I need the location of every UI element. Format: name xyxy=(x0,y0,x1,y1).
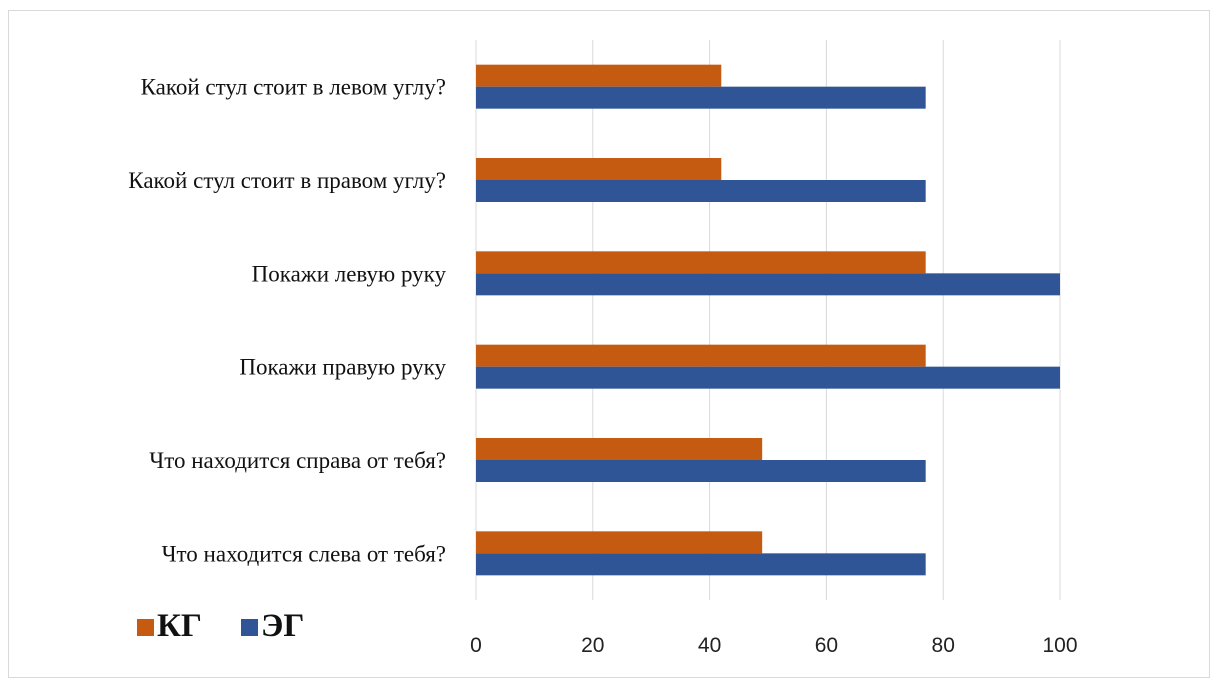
category-labels: Какой стул стоит в левом углу? Какой стул… xyxy=(128,75,446,567)
bar-eg-3 xyxy=(476,366,1060,389)
x-tick-label: 100 xyxy=(1042,634,1077,657)
x-tick-label: 60 xyxy=(815,634,838,657)
x-tick-label: 80 xyxy=(932,634,955,657)
legend-swatch-eg xyxy=(241,619,258,636)
gridlines xyxy=(475,40,1061,600)
bar-kg-1 xyxy=(476,158,722,180)
legend-label-kg: КГ xyxy=(157,608,202,644)
category-label: Покажи левую руку xyxy=(252,261,447,286)
category-label: Какой стул стоит в левом углу? xyxy=(141,75,446,100)
x-tick-label: 40 xyxy=(698,634,721,657)
bar-eg-1 xyxy=(476,180,926,202)
category-label: Что находится слева от тебя? xyxy=(162,541,446,566)
legend-label-eg: ЭГ xyxy=(261,608,304,644)
bar-eg-4 xyxy=(476,460,926,482)
x-tick-labels: 0 20 40 60 80 100 xyxy=(470,634,1077,657)
bar-eg-5 xyxy=(476,553,926,576)
category-label: Покажи правую руку xyxy=(239,355,446,380)
bar-kg-4 xyxy=(476,438,763,460)
bar-kg-0 xyxy=(476,64,722,87)
legend: КГ ЭГ xyxy=(137,608,304,644)
bars xyxy=(476,64,1060,576)
bar-eg-2 xyxy=(476,273,1060,296)
category-label: Какой стул стоит в правом углу? xyxy=(128,168,446,193)
bar-kg-2 xyxy=(476,251,926,274)
bar-eg-0 xyxy=(476,86,926,109)
x-tick-label: 0 xyxy=(470,634,482,657)
bar-kg-5 xyxy=(476,531,763,554)
category-label: Что находится справа от тебя? xyxy=(149,448,446,473)
x-tick-label: 20 xyxy=(581,634,604,657)
legend-swatch-kg xyxy=(137,619,154,636)
bar-kg-3 xyxy=(476,344,926,367)
